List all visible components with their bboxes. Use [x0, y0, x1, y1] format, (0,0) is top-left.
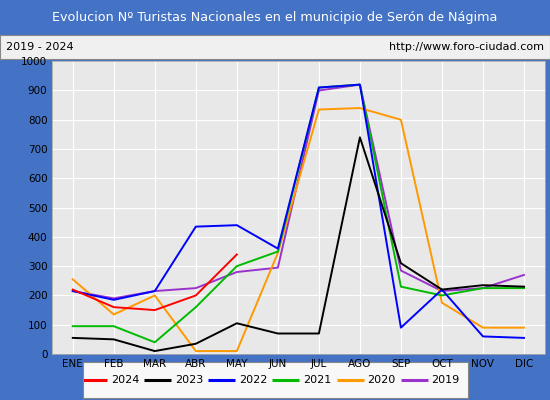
Text: 2020: 2020 — [367, 375, 395, 385]
Text: 2022: 2022 — [239, 375, 267, 385]
Text: 2024: 2024 — [111, 375, 139, 385]
Text: http://www.foro-ciudad.com: http://www.foro-ciudad.com — [389, 42, 544, 52]
Text: 2021: 2021 — [303, 375, 332, 385]
Text: Evolucion Nº Turistas Nacionales en el municipio de Serón de Nágima: Evolucion Nº Turistas Nacionales en el m… — [52, 11, 498, 24]
Text: 2019: 2019 — [432, 375, 460, 385]
Text: 2019 - 2024: 2019 - 2024 — [6, 42, 73, 52]
Text: 2023: 2023 — [175, 375, 203, 385]
